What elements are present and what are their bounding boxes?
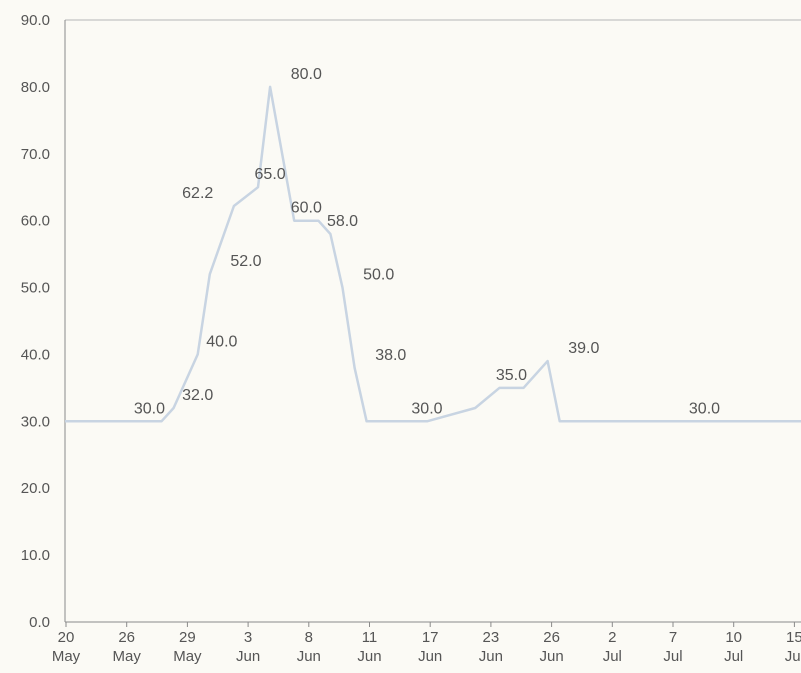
y-tick-label: 0.0 bbox=[29, 614, 50, 631]
x-tick-day-label: 8 bbox=[305, 629, 313, 646]
x-tick-day-label: 3 bbox=[244, 629, 252, 646]
x-tick-month-label: Jun bbox=[540, 648, 564, 665]
x-tick-day-label: 20 bbox=[58, 629, 75, 646]
y-tick-label: 90.0 bbox=[21, 12, 50, 29]
data-label: 50.0 bbox=[363, 267, 394, 284]
data-label: 65.0 bbox=[255, 166, 286, 183]
data-label: 38.0 bbox=[375, 347, 406, 364]
y-tick-label: 40.0 bbox=[21, 346, 50, 363]
x-tick-day-label: 10 bbox=[725, 629, 742, 646]
y-tick-label: 30.0 bbox=[21, 413, 50, 430]
y-tick-label: 60.0 bbox=[21, 213, 50, 230]
x-tick-day-label: 26 bbox=[118, 629, 135, 646]
x-tick-month-label: Jun bbox=[236, 648, 260, 665]
data-label: 30.0 bbox=[411, 400, 442, 417]
x-tick-day-label: 15 bbox=[786, 629, 801, 646]
x-tick-month-label: Jun bbox=[418, 648, 442, 665]
data-label: 39.0 bbox=[568, 340, 599, 357]
x-tick-day-label: 2 bbox=[608, 629, 616, 646]
x-tick-month-label: Jul bbox=[603, 648, 622, 665]
x-tick-day-label: 23 bbox=[483, 629, 500, 646]
data-labels: 30.0 32.0 40.0 62.2 52.0 65.0 80.0 60.0 58.0 50.0… bbox=[134, 66, 720, 417]
series-line bbox=[65, 85, 801, 423]
x-tick-day-label: 17 bbox=[422, 629, 439, 646]
data-label: 32.0 bbox=[182, 387, 213, 404]
data-label: 30.0 bbox=[689, 400, 720, 417]
x-tick-month-label: Jun bbox=[357, 648, 381, 665]
x-tick-month-label: May bbox=[113, 648, 142, 665]
x-tick-month-label: Jun bbox=[479, 648, 503, 665]
y-axis-ticks: 0.0 10.0 20.0 30.0 40.0 50.0 60.0 70.0 80.0 90.0 bbox=[21, 12, 50, 631]
x-tick-month-label: Jul bbox=[785, 648, 801, 665]
x-tick-month-label: Jul bbox=[724, 648, 743, 665]
chart-frame bbox=[64, 19, 801, 623]
x-tick-day-label: 26 bbox=[543, 629, 560, 646]
y-tick-label: 80.0 bbox=[21, 79, 50, 96]
data-label: 30.0 bbox=[134, 400, 165, 417]
x-tick-month-label: May bbox=[52, 648, 81, 665]
data-label: 35.0 bbox=[496, 367, 527, 384]
data-label: 58.0 bbox=[327, 213, 358, 230]
y-tick-label: 10.0 bbox=[21, 547, 50, 564]
data-label: 62.2 bbox=[182, 185, 213, 202]
data-label: 60.0 bbox=[291, 200, 322, 217]
data-label: 80.0 bbox=[291, 66, 322, 83]
x-tick-day-label: 7 bbox=[669, 629, 677, 646]
x-tick-month-label: Jul bbox=[663, 648, 682, 665]
x-tick-day-label: 11 bbox=[362, 629, 378, 646]
y-tick-label: 50.0 bbox=[21, 280, 50, 297]
x-tick-month-label: May bbox=[173, 648, 202, 665]
data-label: 40.0 bbox=[206, 333, 237, 350]
x-tick-month-label: Jun bbox=[297, 648, 321, 665]
y-tick-label: 20.0 bbox=[21, 480, 50, 497]
series-layer bbox=[65, 85, 801, 423]
x-axis-ticks: 20 May 26 May 29 May 3 Jun 8 Jun 11 Jun 17 Jun 23 Jun 26… bbox=[52, 622, 801, 665]
data-label: 52.0 bbox=[230, 253, 261, 270]
y-tick-label: 70.0 bbox=[21, 146, 50, 163]
x-tick-day-label: 29 bbox=[179, 629, 196, 646]
